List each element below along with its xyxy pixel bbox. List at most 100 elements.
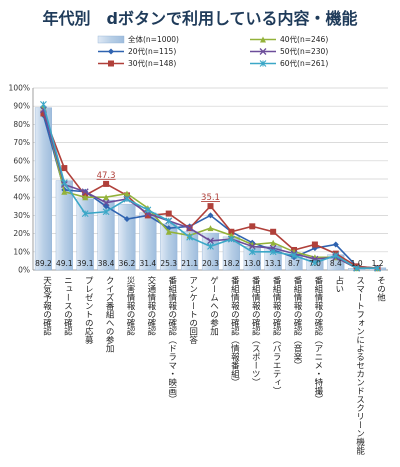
category-label: クイズ番組への参加 — [104, 276, 114, 353]
bar — [201, 232, 220, 271]
y-tick-label: 90% — [13, 102, 30, 111]
category-label: 番組情報の確認（アニメ・特撮） — [313, 275, 323, 403]
series-point — [165, 210, 172, 217]
series-point — [108, 48, 114, 55]
series-point — [207, 203, 214, 210]
series-point — [123, 190, 130, 197]
y-tick-label: 20% — [13, 229, 30, 238]
bar-value-label: 1.2 — [372, 259, 384, 268]
bar-value-label: 1.0 — [351, 259, 363, 268]
series-point — [270, 228, 277, 235]
bar-value-label: 89.2 — [35, 259, 52, 268]
legend-label: 50代(n=230) — [280, 46, 328, 56]
category-label: 番組情報の確認（ドラマ・映画） — [167, 275, 177, 403]
chart-title: 年代別 dボタンで利用している内容・機能 — [43, 9, 358, 28]
category-label: ゲームへの参加 — [209, 276, 219, 336]
series-point — [311, 241, 318, 248]
series-point — [103, 180, 110, 187]
legend-item: 50代(n=230) — [250, 46, 328, 56]
category-label: その他 — [376, 276, 386, 302]
series-point — [332, 252, 340, 259]
legend-label: 60代(n=261) — [280, 58, 328, 68]
legend-label: 全体(n=1000) — [128, 34, 179, 44]
legend-label: 40代(n=246) — [280, 34, 328, 44]
y-tick-label: 60% — [13, 156, 30, 165]
series-point — [61, 165, 68, 172]
annotation-label: 35.1 — [201, 193, 220, 203]
series-point — [40, 110, 47, 117]
bar — [160, 223, 178, 271]
category-label: ニュースの確認 — [62, 276, 72, 336]
category-label: プレゼントの応募 — [83, 276, 93, 345]
bar-value-label: 36.2 — [119, 259, 136, 268]
series-point — [228, 228, 235, 235]
series-point — [311, 259, 319, 267]
bar-value-label: 7.0 — [309, 259, 321, 268]
category-label: スマートフォンによるセカンドスクリーン機能 — [355, 276, 365, 455]
series-point — [259, 48, 267, 55]
y-tick-label: 70% — [13, 138, 30, 147]
series-point — [102, 199, 110, 207]
bar-value-label: 39.1 — [77, 259, 94, 268]
bar-value-label: 49.1 — [56, 259, 73, 268]
y-tick-label: 40% — [13, 193, 30, 202]
series-point — [102, 208, 110, 216]
series-point — [61, 188, 68, 195]
line-layer — [39, 100, 382, 272]
bar-value-label: 8.4 — [330, 259, 342, 268]
category-label: 交通情報の確認 — [146, 275, 156, 335]
label-layer: 89.2 49.1 39.1 38.4 36.2 31.4 25.3 21.1 20.3 18.2… — [35, 171, 386, 456]
legend-label: 20代(n=115) — [128, 46, 176, 56]
series-point — [207, 237, 214, 245]
category-label: 天気予報の確認 — [41, 276, 51, 336]
annotation-label: 47.3 — [97, 171, 116, 181]
series-point — [259, 60, 267, 67]
category-label: 災害情報の確認 — [125, 276, 135, 336]
legend-label: 30代(n=148) — [128, 58, 176, 68]
legend-item: 40代(n=246) — [250, 34, 328, 44]
bar-layer — [34, 107, 387, 271]
series-point — [40, 100, 47, 108]
series-point — [248, 242, 256, 250]
category-label: 番組情報の確認（バラエティ） — [271, 275, 281, 395]
series-point — [227, 235, 235, 243]
bar — [181, 231, 199, 271]
y-tick-label: 10% — [13, 247, 30, 256]
series-point — [269, 248, 277, 256]
legend-item: 60代(n=261) — [250, 58, 328, 68]
series-point — [123, 195, 131, 203]
legend-item: 20代(n=115) — [98, 46, 176, 56]
series-point — [82, 194, 89, 201]
legend-swatch — [97, 35, 125, 44]
category-label: 占い — [334, 275, 344, 293]
category-label: 番組情報の確認（スポーツ） — [250, 275, 260, 386]
series-point — [332, 241, 339, 248]
bar-value-label: 18.2 — [223, 259, 240, 268]
series-point — [81, 210, 89, 217]
legend-item: 全体(n=1000) — [97, 34, 179, 44]
bar-value-label: 20.3 — [202, 259, 219, 268]
series-point — [165, 217, 173, 225]
series-point — [144, 206, 152, 214]
series-point — [108, 60, 114, 67]
series-point — [165, 228, 172, 235]
series-point — [249, 223, 256, 230]
series-point — [290, 252, 298, 259]
series-point — [186, 233, 194, 241]
series-point — [207, 212, 214, 219]
y-tick-label: 0% — [18, 266, 30, 275]
series-point — [207, 225, 214, 232]
bar-value-label: 13.1 — [265, 259, 282, 268]
series-point — [81, 188, 89, 196]
category-label: アンケートの回答 — [188, 276, 198, 345]
y-tick-label: 50% — [13, 175, 30, 184]
category-label: 番組情報の確認（情報番組） — [229, 275, 239, 386]
series-point — [60, 179, 68, 187]
series-point — [144, 212, 151, 219]
series-point — [248, 248, 256, 256]
series-point — [353, 264, 361, 272]
bar-value-label: 21.1 — [181, 259, 198, 268]
bar-value-label: 25.3 — [160, 259, 177, 268]
